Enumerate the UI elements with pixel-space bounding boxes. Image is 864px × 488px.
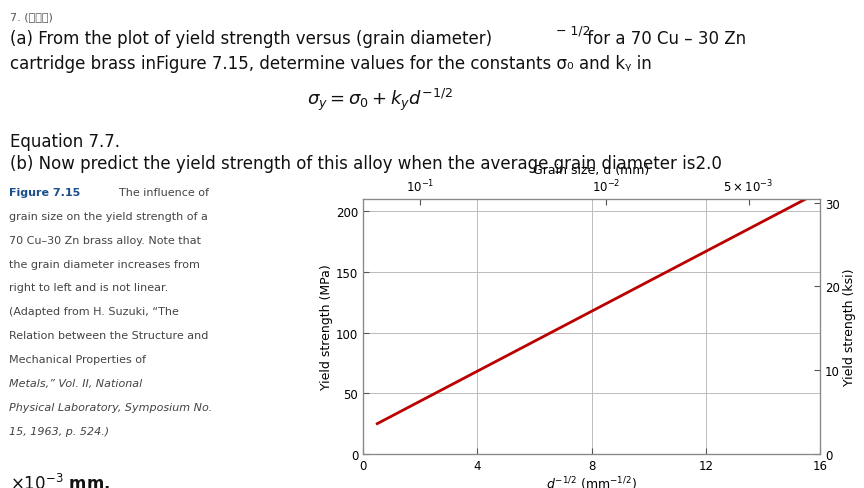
X-axis label: Grain size, d (mm): Grain size, d (mm) (533, 164, 650, 177)
Text: cartridge brass in​Figure 7.15, determine values for the constants σ₀ and kᵧ in: cartridge brass in​Figure 7.15, determin… (10, 55, 651, 73)
Text: $\times10^{-3}$ mm.: $\times10^{-3}$ mm. (10, 473, 110, 488)
Text: Metals,” Vol. II, National: Metals,” Vol. II, National (10, 378, 143, 388)
Text: Mechanical Properties of: Mechanical Properties of (10, 354, 146, 365)
Text: 15, 1963, p. 524.): 15, 1963, p. 524.) (10, 426, 110, 436)
Text: right to left and is not linear.: right to left and is not linear. (10, 283, 168, 293)
Text: the grain diameter increases from: the grain diameter increases from (10, 259, 200, 269)
Text: grain size on the yield strength of a: grain size on the yield strength of a (10, 211, 208, 221)
Text: Equation 7.7.: Equation 7.7. (10, 133, 120, 151)
X-axis label: $d^{-1/2}$ (mm$^{-1/2}$): $d^{-1/2}$ (mm$^{-1/2}$) (546, 475, 637, 488)
Text: 70 Cu–30 Zn brass alloy. Note that: 70 Cu–30 Zn brass alloy. Note that (10, 235, 201, 245)
Text: (b) Now predict the yield strength of this alloy when the average grain diameter: (b) Now predict the yield strength of th… (10, 155, 722, 173)
Text: Physical Laboratory, Symposium No.: Physical Laboratory, Symposium No. (10, 402, 213, 412)
Text: for a 70 Cu – 30 Zn: for a 70 Cu – 30 Zn (582, 30, 746, 48)
Text: Relation between the Structure and: Relation between the Structure and (10, 331, 209, 341)
Text: − 1/2: − 1/2 (556, 25, 590, 38)
Y-axis label: Yield strength (ksi): Yield strength (ksi) (842, 268, 855, 386)
Y-axis label: Yield strength (MPa): Yield strength (MPa) (320, 264, 334, 389)
Text: 7. (简答题): 7. (简答题) (10, 12, 53, 22)
Text: The influence of: The influence of (111, 187, 208, 197)
Text: Figure 7.15: Figure 7.15 (10, 187, 80, 197)
Text: $\sigma_y = \sigma_0 + k_y d^{-1/2}$: $\sigma_y = \sigma_0 + k_y d^{-1/2}$ (307, 87, 453, 113)
Text: (Adapted from H. Suzuki, “The: (Adapted from H. Suzuki, “The (10, 307, 179, 317)
Text: (a) From the plot of yield strength versus (grain diameter): (a) From the plot of yield strength vers… (10, 30, 492, 48)
